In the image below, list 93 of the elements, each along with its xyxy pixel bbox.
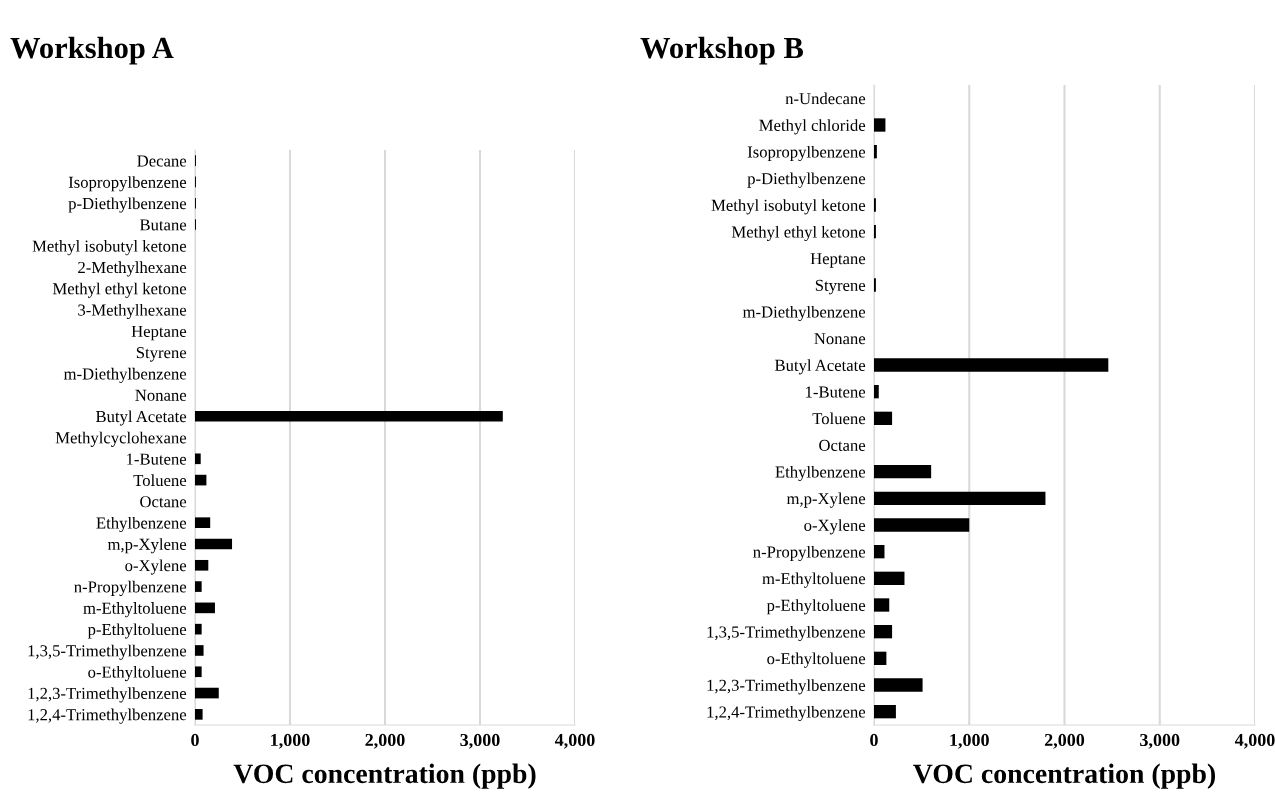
y-tick-label: Butane [139, 219, 187, 231]
bar [195, 581, 202, 592]
y-tick-label: Butyl Acetate [95, 410, 187, 426]
bar [195, 623, 202, 635]
x-tick-label: 2,000 [365, 733, 405, 749]
y-tick-label: Styrene [136, 347, 187, 362]
bar [195, 645, 204, 656]
bar [195, 517, 211, 529]
y-tick-label: o-Ethyltoluene [88, 665, 187, 682]
y-tick-label: n-Propylbenzene [74, 580, 187, 596]
y-tick-label: Nonane [814, 333, 866, 345]
y-tick-label: Octane [819, 439, 866, 451]
y-tick-label: 1-Butene [806, 386, 866, 398]
chart-title: Workshop A [10, 36, 174, 65]
bar [874, 545, 885, 559]
bar [874, 571, 905, 585]
y-tick-label: 1,2,3-Trimethylbenzene [707, 679, 866, 695]
y-tick-label: p-Ethyltoluene [87, 623, 187, 639]
y-tick-label: Octane [140, 496, 187, 508]
y-tick-label: Heptane [131, 325, 187, 341]
bar [195, 410, 503, 422]
y-tick-label: m,p-Xylene [786, 492, 866, 508]
bar [874, 465, 932, 479]
bar [195, 709, 203, 720]
bar [195, 687, 219, 699]
bar [874, 651, 887, 665]
y-tick-label: Methylcyclohexane [55, 431, 187, 447]
y-tick-label: Methyl isobutyl ketone [711, 199, 866, 215]
x-tick-label: 4,000 [554, 733, 595, 749]
y-tick-label: Isopropylbenzene [747, 145, 866, 162]
y-tick-label: o-Xylene [804, 519, 866, 535]
x-tick-label: 0 [870, 733, 878, 747]
y-tick-label: 2-Methylhexane [78, 261, 187, 277]
bar [874, 598, 890, 612]
x-axis-title: VOC concentration (ppb) [233, 763, 536, 789]
y-tick-label: Nonane [135, 389, 187, 401]
bar [195, 666, 202, 678]
y-tick-label: m-Ethyltoluene [83, 602, 187, 618]
y-tick-label: Heptane [810, 253, 866, 268]
x-tick-label: 3,000 [1140, 733, 1180, 749]
y-tick-label: Isopropylbenzene [68, 176, 187, 192]
bar [874, 118, 886, 132]
y-tick-label: o-Ethyltoluene [767, 652, 866, 668]
bar [874, 705, 896, 719]
y-tick-label: 1,3,5-Trimethylbenzene [28, 644, 187, 660]
y-tick-label: Ethylbenzene [775, 465, 866, 482]
bar [874, 625, 893, 639]
y-tick-label: Styrene [815, 279, 866, 295]
y-tick-label: m-Diethylbenzene [63, 367, 187, 383]
y-tick-label: Ethylbenzene [96, 516, 187, 533]
bar [195, 474, 207, 486]
bar [874, 358, 1109, 372]
bar [195, 559, 209, 571]
y-tick-label: o-Xylene [125, 559, 187, 575]
y-tick-label: Butyl Acetate [774, 359, 866, 375]
y-tick-label: Methyl isobutyl ketone [32, 240, 187, 256]
bar [874, 678, 923, 692]
y-tick-label: m-Diethylbenzene [742, 305, 866, 322]
y-tick-label: Decane [137, 155, 187, 167]
bar [874, 385, 879, 399]
bar [195, 538, 233, 550]
y-tick-label: p-Diethylbenzene [747, 172, 866, 188]
y-tick-label: Methyl ethyl ketone [52, 282, 187, 298]
x-tick-label: 0 [191, 733, 199, 747]
y-tick-label: Toluene [812, 412, 866, 425]
y-tick-label: n-Propylbenzene [753, 545, 866, 562]
y-tick-label: 1,2,4-Trimethylbenzene [28, 708, 187, 724]
y-tick-label: Toluene [133, 474, 187, 487]
x-tick-label: 2,000 [1044, 733, 1085, 749]
bar [195, 453, 201, 465]
y-tick-label: 3-Methylhexane [78, 303, 187, 320]
x-axis-title: VOC concentration (ppb) [913, 763, 1216, 789]
y-tick-label: Methyl ethyl ketone [731, 225, 866, 242]
y-tick-label: Methyl chloride [759, 119, 866, 135]
y-tick-label: m,p-Xylene [107, 538, 187, 554]
bar [874, 145, 877, 159]
x-tick-label: 1,000 [271, 733, 310, 749]
chart-title: Workshop B [640, 36, 804, 65]
bar [195, 602, 215, 614]
x-tick-label: 3,000 [460, 733, 500, 749]
y-tick-label: n-Undecane [785, 92, 866, 105]
y-tick-label: 1,2,4-Trimethylbenzene [707, 705, 866, 722]
y-tick-label: m-Ethyltoluene [762, 572, 866, 588]
y-tick-label: 1,3,5-Trimethylbenzene [707, 625, 866, 642]
y-tick-label: p-Ethyltoluene [766, 599, 866, 615]
y-tick-label: 1-Butene [127, 453, 187, 465]
bar [874, 411, 893, 425]
x-tick-label: 4,000 [1234, 733, 1275, 749]
y-tick-label: p-Diethylbenzene [68, 197, 187, 213]
bar [874, 518, 970, 532]
y-tick-label: 1,2,3-Trimethylbenzene [28, 687, 187, 703]
x-tick-label: 1,000 [950, 733, 989, 749]
bar [874, 491, 1046, 505]
